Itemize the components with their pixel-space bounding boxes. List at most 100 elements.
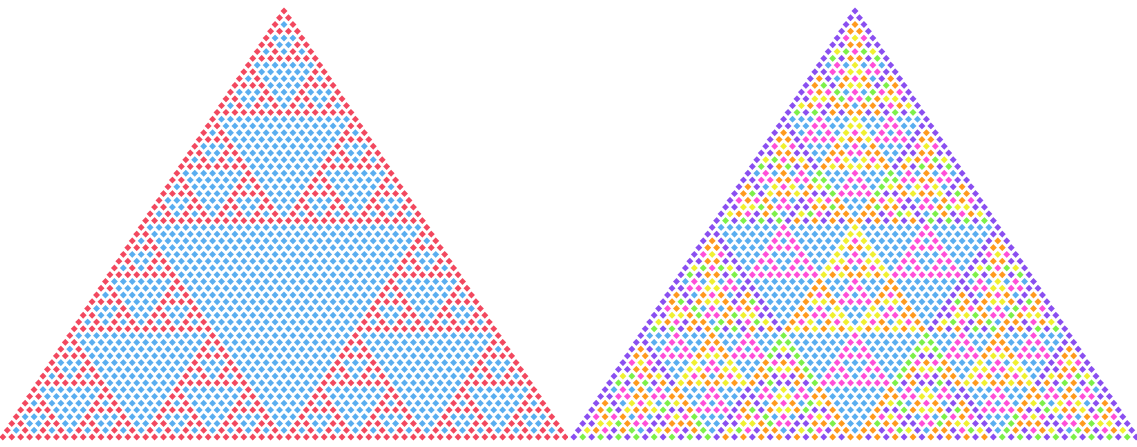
cell-zero — [365, 244, 373, 252]
cell-zero — [249, 419, 257, 427]
cell-residue-6 — [833, 305, 841, 313]
cell-residue-4 — [913, 142, 921, 150]
cell-residue-1 — [409, 311, 417, 319]
cell-zero — [1003, 305, 1011, 313]
cell-zero — [115, 365, 123, 373]
cell-zero — [369, 372, 377, 380]
cell-zero — [797, 332, 805, 340]
cell-residue-1 — [347, 338, 355, 346]
cell-residue-3 — [949, 372, 957, 380]
cell-zero — [409, 298, 417, 306]
cell-residue-3 — [757, 419, 765, 427]
cell-zero — [699, 386, 707, 394]
cell-zero — [124, 392, 132, 400]
cell-residue-1 — [347, 122, 355, 130]
cell-zero — [356, 230, 364, 238]
cell-zero — [887, 359, 895, 367]
cell-zero — [387, 183, 395, 191]
cell-residue-4 — [900, 392, 908, 400]
cell-residue-6 — [797, 156, 805, 164]
cell-residue-1 — [436, 419, 444, 427]
cell-zero — [173, 332, 181, 340]
cell-zero — [320, 338, 328, 346]
cell-zero — [855, 311, 863, 319]
cell-zero — [664, 332, 672, 340]
cell-zero — [842, 277, 850, 285]
cell-residue-6 — [873, 257, 881, 265]
cell-zero — [748, 257, 756, 265]
cell-zero — [289, 264, 297, 272]
cell-zero — [940, 223, 948, 231]
cell-zero — [414, 413, 422, 421]
cell-zero — [128, 413, 136, 421]
cell-residue-1 — [177, 190, 185, 198]
cell-zero — [775, 257, 783, 265]
cell-residue-4 — [829, 379, 837, 387]
cell-zero — [276, 352, 284, 360]
cell-zero — [1056, 386, 1064, 394]
cell-residue-1 — [512, 359, 520, 367]
cell-zero — [334, 305, 342, 313]
cell-residue-2 — [873, 271, 881, 279]
cell-residue-1 — [289, 210, 297, 218]
cell-residue-6 — [726, 210, 734, 218]
cell-residue-6 — [722, 379, 730, 387]
cell-zero — [244, 88, 252, 96]
cell-residue-1 — [409, 257, 417, 265]
cell-residue-7 — [793, 108, 801, 116]
cell-zero — [253, 223, 261, 231]
cell-residue-4 — [820, 379, 828, 387]
cell-residue-6 — [998, 352, 1006, 360]
cell-residue-1 — [182, 183, 190, 191]
cell-residue-6 — [838, 257, 846, 265]
cell-zero — [414, 277, 422, 285]
cell-residue-6 — [704, 352, 712, 360]
cell-residue-1 — [383, 379, 391, 387]
cell-zero — [450, 413, 458, 421]
cell-residue-1 — [267, 203, 275, 211]
cell-zero — [342, 277, 350, 285]
cell-zero — [503, 359, 511, 367]
cell-residue-3 — [1105, 406, 1113, 414]
cell-zero — [209, 142, 217, 150]
cell-residue-1 — [88, 406, 96, 414]
cell-residue-2 — [784, 176, 792, 184]
cell-zero — [717, 305, 725, 313]
cell-zero — [151, 365, 159, 373]
cell-residue-4 — [1021, 345, 1029, 353]
cell-zero — [253, 359, 261, 367]
cell-residue-2 — [851, 21, 859, 29]
cell-residue-1 — [401, 433, 408, 441]
cell-zero — [253, 156, 261, 164]
cell-residue-1 — [52, 433, 60, 441]
cell-residue-3 — [927, 135, 935, 143]
cell-zero — [191, 223, 199, 231]
cell-zero — [472, 352, 480, 360]
cell-zero — [432, 386, 440, 394]
cell-zero — [436, 392, 444, 400]
cell-residue-1 — [52, 419, 60, 427]
cell-residue-4 — [891, 135, 899, 143]
cell-zero — [806, 250, 814, 258]
cell-residue-1 — [713, 230, 721, 238]
cell-zero — [436, 284, 444, 292]
cell-residue-3 — [722, 433, 730, 441]
cell-zero — [276, 135, 284, 143]
cell-zero — [218, 399, 226, 407]
cell-residue-6 — [1047, 426, 1055, 434]
cell-zero — [690, 345, 698, 353]
cell-zero — [869, 237, 877, 245]
cell-residue-5 — [811, 163, 819, 171]
cell-zero — [878, 237, 886, 245]
cell-zero — [949, 169, 957, 177]
cell-residue-1 — [226, 413, 234, 421]
cell-zero — [200, 277, 208, 285]
cell-zero — [48, 372, 56, 380]
cell-residue-4 — [1030, 318, 1037, 326]
cell-zero — [432, 250, 440, 258]
cell-zero — [293, 311, 301, 319]
cell-residue-1 — [168, 325, 176, 333]
cell-zero — [735, 332, 743, 340]
cell-zero — [490, 365, 498, 373]
cell-zero — [753, 237, 761, 245]
